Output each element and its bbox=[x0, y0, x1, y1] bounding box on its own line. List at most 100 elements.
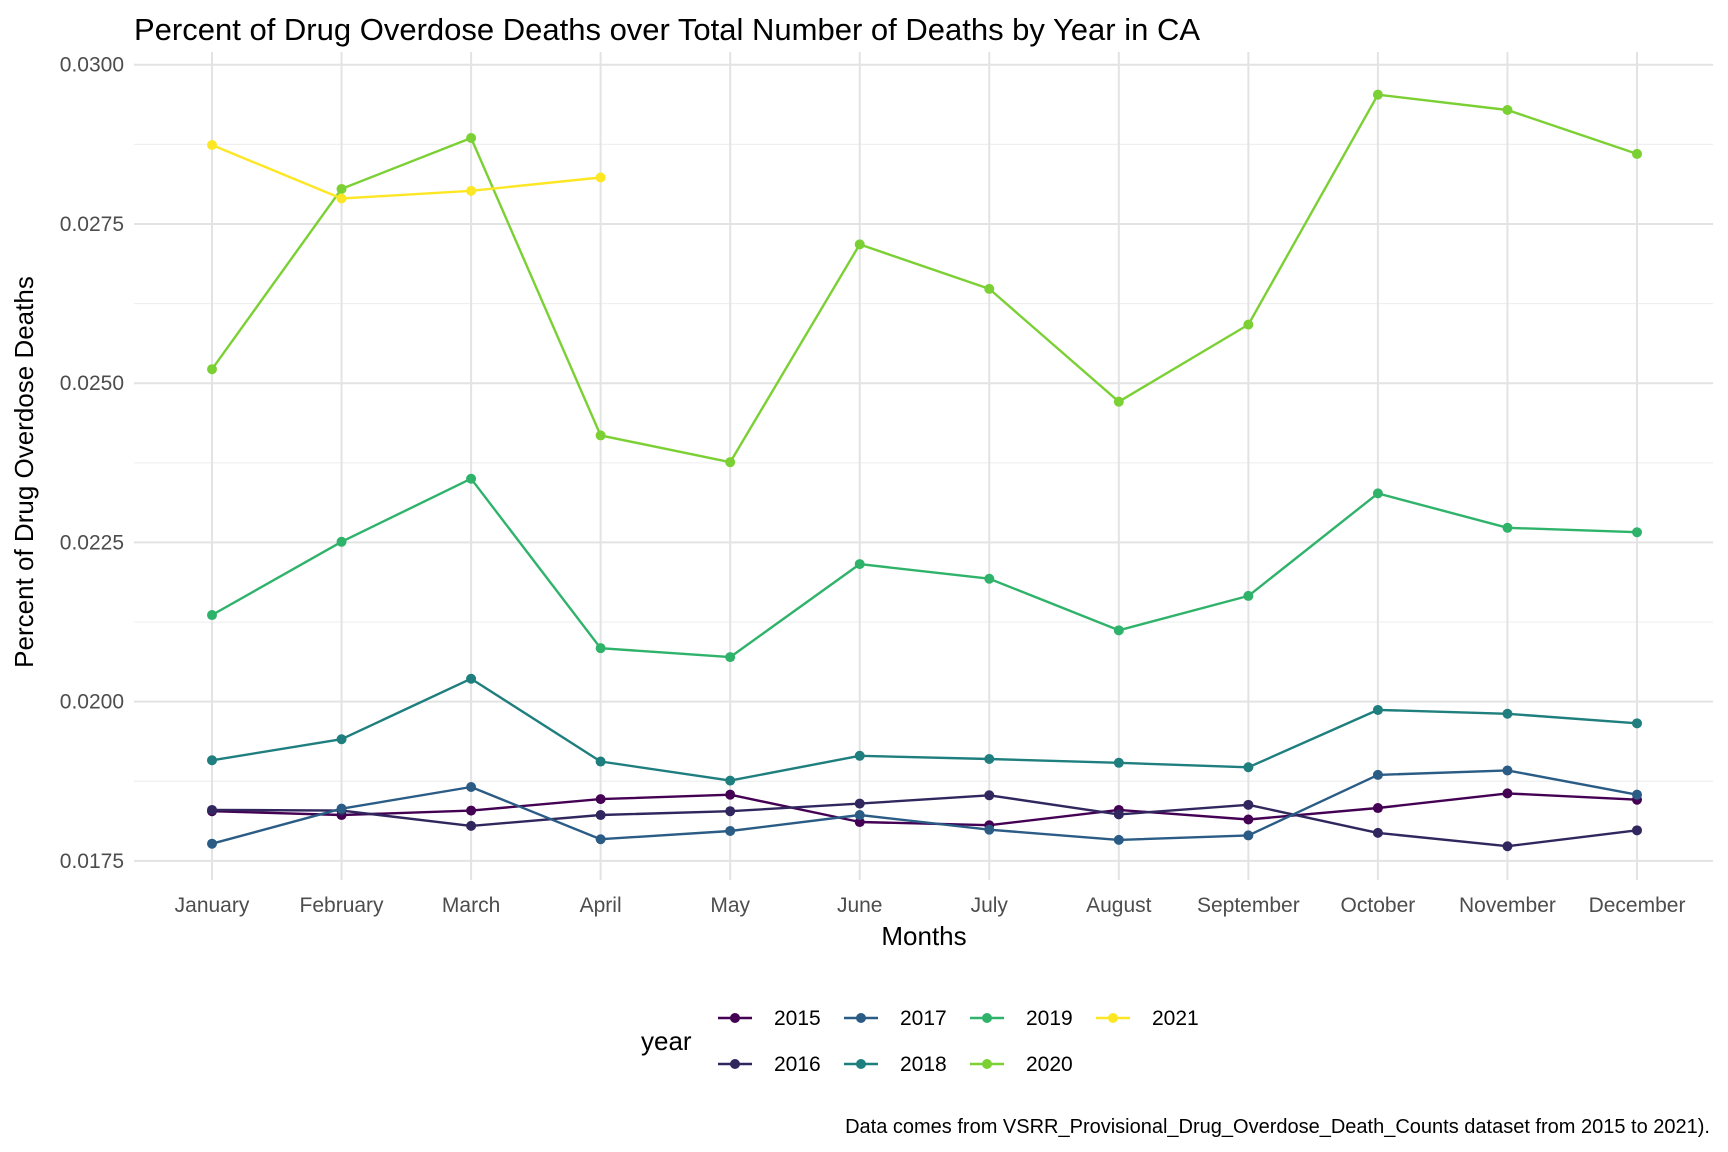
data-point bbox=[336, 183, 347, 194]
data-point bbox=[1372, 488, 1383, 499]
data-point bbox=[1113, 625, 1124, 636]
data-point bbox=[466, 805, 477, 816]
data-point bbox=[854, 817, 865, 828]
legend-label: 2017 bbox=[900, 1007, 947, 1030]
x-tick-label: October bbox=[1341, 894, 1416, 917]
data-point bbox=[725, 825, 736, 836]
legend-item-2018: 2018 bbox=[844, 1053, 947, 1076]
series-line bbox=[211, 143, 601, 200]
x-tick-label: September bbox=[1197, 894, 1300, 917]
legend-item-2021: 2021 bbox=[1096, 1007, 1199, 1030]
x-axis-ticks: January February March April May June July Augu… bbox=[175, 894, 1686, 917]
data-point bbox=[725, 775, 736, 786]
legend-label: 2019 bbox=[1026, 1007, 1073, 1030]
y-tick-label: 0.0300 bbox=[60, 54, 124, 77]
data-point bbox=[595, 643, 606, 654]
data-point bbox=[1113, 809, 1124, 820]
legend-key-point bbox=[1108, 1013, 1118, 1023]
data-point bbox=[1632, 718, 1642, 729]
data-point bbox=[466, 673, 477, 684]
series-2021 bbox=[207, 139, 606, 204]
series-line bbox=[211, 769, 1638, 845]
legend-label: 2020 bbox=[1026, 1053, 1073, 1076]
legend-label: 2021 bbox=[1152, 1007, 1199, 1030]
data-point bbox=[1113, 396, 1124, 407]
data-point bbox=[336, 193, 347, 204]
legend-key-point bbox=[730, 1013, 740, 1023]
data-point bbox=[984, 753, 995, 764]
legend-key-point bbox=[730, 1059, 740, 1069]
data-point bbox=[854, 559, 865, 570]
series-2019 bbox=[207, 473, 1642, 663]
y-tick-label: 0.0250 bbox=[60, 372, 124, 395]
x-axis-title: Months bbox=[881, 921, 966, 951]
legend-title: year bbox=[641, 1026, 692, 1056]
data-point bbox=[595, 794, 606, 805]
data-point bbox=[466, 185, 477, 196]
legend-item-2015: 2015 bbox=[718, 1007, 821, 1030]
data-point bbox=[1243, 830, 1254, 841]
data-point bbox=[984, 573, 995, 584]
data-point bbox=[1372, 827, 1383, 838]
data-point bbox=[1372, 769, 1383, 780]
data-point bbox=[466, 820, 477, 831]
data-point bbox=[207, 364, 217, 375]
data-point bbox=[1243, 762, 1254, 773]
data-point bbox=[466, 132, 477, 143]
data-point bbox=[1243, 590, 1254, 601]
legend: 2015 2016 2017 2018 2019 2020 2021 bbox=[718, 1007, 1199, 1076]
legend-label: 2018 bbox=[900, 1053, 947, 1076]
data-point bbox=[725, 789, 736, 800]
data-point bbox=[336, 803, 347, 814]
data-point bbox=[1243, 319, 1254, 330]
series-line bbox=[211, 677, 1638, 782]
grid-lines bbox=[134, 52, 1713, 880]
y-axis-ticks: 0.0175 0.0200 0.0225 0.0250 0.0275 0.0300 bbox=[60, 54, 124, 873]
data-point bbox=[854, 798, 865, 809]
data-point bbox=[466, 473, 477, 484]
data-point bbox=[984, 790, 995, 801]
data-point bbox=[1632, 825, 1642, 836]
data-point bbox=[595, 172, 606, 183]
series-line bbox=[211, 93, 1638, 464]
legend-label: 2016 bbox=[774, 1053, 821, 1076]
chart-caption: Data comes from VSRR_Provisional_Drug_Ov… bbox=[845, 1116, 1710, 1138]
data-point bbox=[1632, 148, 1642, 159]
series-2016 bbox=[207, 790, 1642, 852]
data-point bbox=[1243, 799, 1254, 810]
y-tick-label: 0.0225 bbox=[60, 531, 124, 554]
data-point bbox=[1632, 527, 1642, 538]
data-point bbox=[1502, 104, 1513, 115]
data-point bbox=[984, 283, 995, 294]
data-point bbox=[725, 806, 736, 817]
data-point bbox=[1243, 814, 1254, 825]
legend-key-point bbox=[982, 1013, 992, 1023]
data-point bbox=[1632, 789, 1642, 800]
data-point bbox=[207, 610, 217, 621]
legend-label: 2015 bbox=[774, 1007, 821, 1030]
data-point bbox=[1502, 841, 1513, 852]
y-tick-label: 0.0275 bbox=[60, 213, 124, 236]
data-point bbox=[1372, 803, 1383, 814]
data-point bbox=[725, 457, 736, 468]
data-point bbox=[336, 734, 347, 745]
data-point bbox=[595, 756, 606, 767]
y-tick-label: 0.0200 bbox=[60, 691, 124, 714]
data-point bbox=[336, 536, 347, 547]
data-point bbox=[1113, 834, 1124, 845]
legend-item-2019: 2019 bbox=[970, 1007, 1073, 1030]
data-point bbox=[725, 652, 736, 663]
x-tick-label: January bbox=[175, 894, 250, 917]
data-point bbox=[207, 804, 217, 815]
data-point bbox=[1502, 788, 1513, 799]
data-point bbox=[1372, 704, 1383, 715]
y-tick-label: 0.0175 bbox=[60, 850, 124, 873]
legend-key-point bbox=[982, 1059, 992, 1069]
x-tick-label: April bbox=[580, 894, 622, 917]
series-line bbox=[211, 792, 1638, 827]
data-point bbox=[854, 750, 865, 761]
series-2017 bbox=[207, 765, 1642, 849]
data-point bbox=[595, 810, 606, 821]
